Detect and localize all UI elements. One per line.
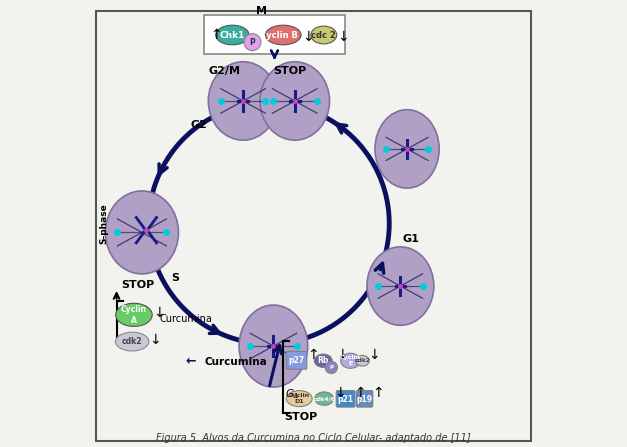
Ellipse shape <box>287 391 312 407</box>
Text: S: S <box>171 274 179 283</box>
Text: Curcumina: Curcumina <box>204 357 267 367</box>
Ellipse shape <box>315 392 334 405</box>
Text: p21: p21 <box>337 395 354 404</box>
Text: STOP: STOP <box>285 412 318 422</box>
Ellipse shape <box>356 355 369 366</box>
Ellipse shape <box>367 247 434 325</box>
Text: Cyclin
E: Cyclin E <box>340 355 361 366</box>
Text: $G_1$: $G_1$ <box>285 387 298 401</box>
Ellipse shape <box>115 303 152 326</box>
Text: cdk2: cdk2 <box>122 337 142 346</box>
FancyBboxPatch shape <box>204 15 345 54</box>
Text: ↑: ↑ <box>354 386 366 400</box>
Ellipse shape <box>115 332 149 351</box>
Text: ↓: ↓ <box>153 306 165 320</box>
Text: ↑: ↑ <box>210 28 222 42</box>
Text: Rb: Rb <box>318 356 329 365</box>
Text: G1: G1 <box>403 233 419 244</box>
Text: Figura 5. Alvos da Curcumina no Ciclo Celular- adaptado de [11]: Figura 5. Alvos da Curcumina no Ciclo Ce… <box>156 433 471 443</box>
Text: cdk4/6: cdk4/6 <box>313 396 336 401</box>
Text: S-phase: S-phase <box>100 203 108 244</box>
Text: P: P <box>329 365 334 370</box>
Text: STOP: STOP <box>121 280 154 290</box>
Circle shape <box>325 361 337 374</box>
Text: Cyclin
A: Cyclin A <box>121 305 147 325</box>
Circle shape <box>244 34 261 51</box>
Text: Chk1: Chk1 <box>219 30 245 39</box>
Text: Curcumina: Curcumina <box>160 314 213 325</box>
Text: ↓: ↓ <box>302 30 314 44</box>
FancyBboxPatch shape <box>336 391 355 407</box>
Text: STOP: STOP <box>273 66 307 76</box>
Text: ↓: ↓ <box>337 30 349 44</box>
Ellipse shape <box>314 354 332 367</box>
Text: ↑: ↑ <box>372 386 384 400</box>
Text: p19: p19 <box>357 395 372 404</box>
FancyBboxPatch shape <box>287 351 307 369</box>
Text: P: P <box>250 38 255 46</box>
Text: M: M <box>256 6 266 16</box>
Text: ↓: ↓ <box>336 347 347 362</box>
Text: p27: p27 <box>288 356 305 365</box>
Text: cdc 2: cdc 2 <box>312 30 336 39</box>
Ellipse shape <box>208 62 278 140</box>
Ellipse shape <box>375 110 439 188</box>
Text: ↓: ↓ <box>368 348 379 363</box>
Text: G2: G2 <box>191 120 208 130</box>
Text: Cyclin B 1: Cyclin B 1 <box>260 30 307 39</box>
Ellipse shape <box>239 305 308 387</box>
Ellipse shape <box>105 191 179 274</box>
Ellipse shape <box>265 25 301 45</box>
Text: ↓: ↓ <box>149 333 161 347</box>
FancyBboxPatch shape <box>356 391 373 407</box>
Ellipse shape <box>216 25 249 45</box>
Text: ↓: ↓ <box>334 386 346 400</box>
Text: ↑: ↑ <box>307 347 319 362</box>
Text: Cyclin
D1: Cyclin D1 <box>288 393 310 404</box>
Ellipse shape <box>260 62 330 140</box>
Text: cdk2: cdk2 <box>355 358 371 363</box>
Text: G2/M: G2/M <box>209 66 241 76</box>
Ellipse shape <box>340 353 361 368</box>
Ellipse shape <box>311 26 337 44</box>
Text: ←: ← <box>186 354 196 367</box>
